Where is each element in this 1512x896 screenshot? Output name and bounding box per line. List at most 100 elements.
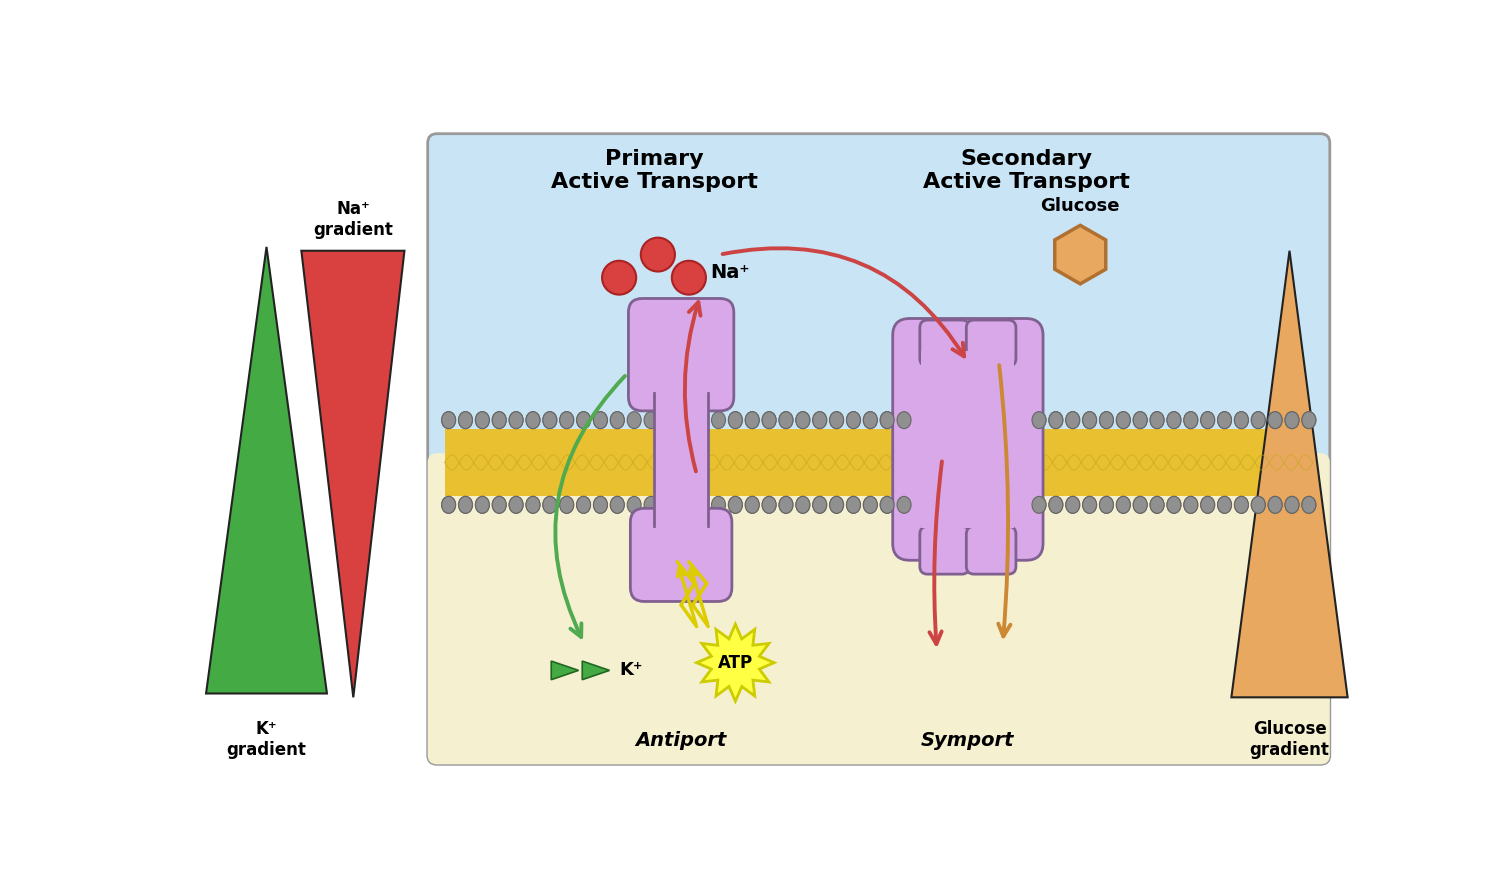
- Ellipse shape: [1099, 496, 1113, 513]
- Ellipse shape: [1217, 496, 1231, 513]
- Ellipse shape: [1234, 411, 1249, 428]
- Ellipse shape: [913, 496, 928, 513]
- Ellipse shape: [712, 411, 726, 428]
- Text: Na⁺: Na⁺: [709, 263, 750, 282]
- Ellipse shape: [694, 411, 709, 428]
- Ellipse shape: [729, 411, 742, 428]
- Ellipse shape: [510, 411, 523, 428]
- Ellipse shape: [981, 496, 995, 513]
- Ellipse shape: [1252, 411, 1266, 428]
- Ellipse shape: [493, 496, 507, 513]
- Ellipse shape: [510, 496, 523, 513]
- Ellipse shape: [1099, 411, 1113, 428]
- Ellipse shape: [1066, 411, 1080, 428]
- Polygon shape: [1055, 225, 1105, 284]
- Ellipse shape: [1269, 496, 1282, 513]
- Ellipse shape: [1234, 496, 1249, 513]
- Ellipse shape: [526, 411, 540, 428]
- Ellipse shape: [611, 411, 624, 428]
- Bar: [921, 351, 1015, 528]
- Circle shape: [671, 261, 706, 295]
- Ellipse shape: [745, 496, 759, 513]
- Ellipse shape: [510, 411, 523, 428]
- FancyBboxPatch shape: [919, 320, 969, 366]
- Ellipse shape: [559, 496, 573, 513]
- Text: Secondary
Active Transport: Secondary Active Transport: [922, 149, 1129, 193]
- Text: Na⁺
gradient: Na⁺ gradient: [313, 201, 393, 239]
- Ellipse shape: [627, 411, 641, 428]
- Ellipse shape: [1033, 411, 1046, 428]
- Ellipse shape: [442, 411, 455, 428]
- Text: K⁺: K⁺: [618, 661, 643, 679]
- Ellipse shape: [1015, 496, 1030, 513]
- Ellipse shape: [1252, 496, 1266, 513]
- Ellipse shape: [1167, 411, 1181, 428]
- FancyBboxPatch shape: [631, 508, 732, 601]
- Ellipse shape: [931, 411, 945, 428]
- Ellipse shape: [998, 411, 1012, 428]
- Ellipse shape: [948, 496, 962, 513]
- Ellipse shape: [1201, 496, 1214, 513]
- Ellipse shape: [965, 411, 978, 428]
- Ellipse shape: [1167, 411, 1181, 428]
- Ellipse shape: [830, 496, 844, 513]
- Ellipse shape: [880, 411, 894, 428]
- FancyBboxPatch shape: [919, 527, 969, 574]
- Ellipse shape: [1083, 496, 1096, 513]
- Ellipse shape: [559, 411, 573, 428]
- Ellipse shape: [1201, 411, 1214, 428]
- Ellipse shape: [863, 411, 877, 428]
- Ellipse shape: [458, 496, 472, 513]
- Polygon shape: [697, 625, 774, 702]
- Ellipse shape: [795, 496, 810, 513]
- Ellipse shape: [442, 496, 455, 513]
- Ellipse shape: [526, 496, 540, 513]
- Ellipse shape: [1083, 496, 1096, 513]
- Ellipse shape: [1083, 411, 1096, 428]
- Ellipse shape: [1099, 496, 1113, 513]
- Ellipse shape: [1132, 411, 1148, 428]
- Ellipse shape: [1234, 411, 1249, 428]
- Circle shape: [641, 237, 674, 271]
- Ellipse shape: [543, 496, 556, 513]
- Bar: [446, 451, 1311, 462]
- Ellipse shape: [593, 496, 608, 513]
- Ellipse shape: [931, 496, 945, 513]
- Ellipse shape: [795, 496, 810, 513]
- Ellipse shape: [1132, 496, 1148, 513]
- Polygon shape: [582, 661, 609, 680]
- Ellipse shape: [729, 411, 742, 428]
- Text: ATP: ATP: [718, 654, 753, 672]
- Ellipse shape: [1217, 411, 1231, 428]
- Ellipse shape: [1285, 411, 1299, 428]
- Ellipse shape: [677, 496, 692, 513]
- Ellipse shape: [729, 496, 742, 513]
- Ellipse shape: [1234, 496, 1249, 513]
- Text: Glucose: Glucose: [1040, 196, 1120, 214]
- Text: Symport: Symport: [921, 731, 1015, 750]
- Ellipse shape: [1167, 496, 1181, 513]
- Ellipse shape: [1269, 411, 1282, 428]
- FancyBboxPatch shape: [428, 453, 1329, 764]
- Ellipse shape: [458, 411, 472, 428]
- Ellipse shape: [1151, 411, 1164, 428]
- Ellipse shape: [998, 496, 1012, 513]
- Ellipse shape: [1201, 411, 1214, 428]
- Ellipse shape: [1184, 411, 1198, 428]
- Ellipse shape: [830, 411, 844, 428]
- Ellipse shape: [897, 496, 912, 513]
- Ellipse shape: [1066, 496, 1080, 513]
- Ellipse shape: [458, 411, 472, 428]
- Ellipse shape: [1116, 411, 1131, 428]
- Ellipse shape: [863, 496, 877, 513]
- Ellipse shape: [897, 411, 912, 428]
- Ellipse shape: [1116, 496, 1131, 513]
- Polygon shape: [301, 251, 404, 697]
- Ellipse shape: [694, 496, 709, 513]
- Ellipse shape: [745, 411, 759, 428]
- Ellipse shape: [1269, 411, 1282, 428]
- Ellipse shape: [1033, 496, 1046, 513]
- Ellipse shape: [1302, 411, 1315, 428]
- Ellipse shape: [1132, 496, 1148, 513]
- Ellipse shape: [526, 411, 540, 428]
